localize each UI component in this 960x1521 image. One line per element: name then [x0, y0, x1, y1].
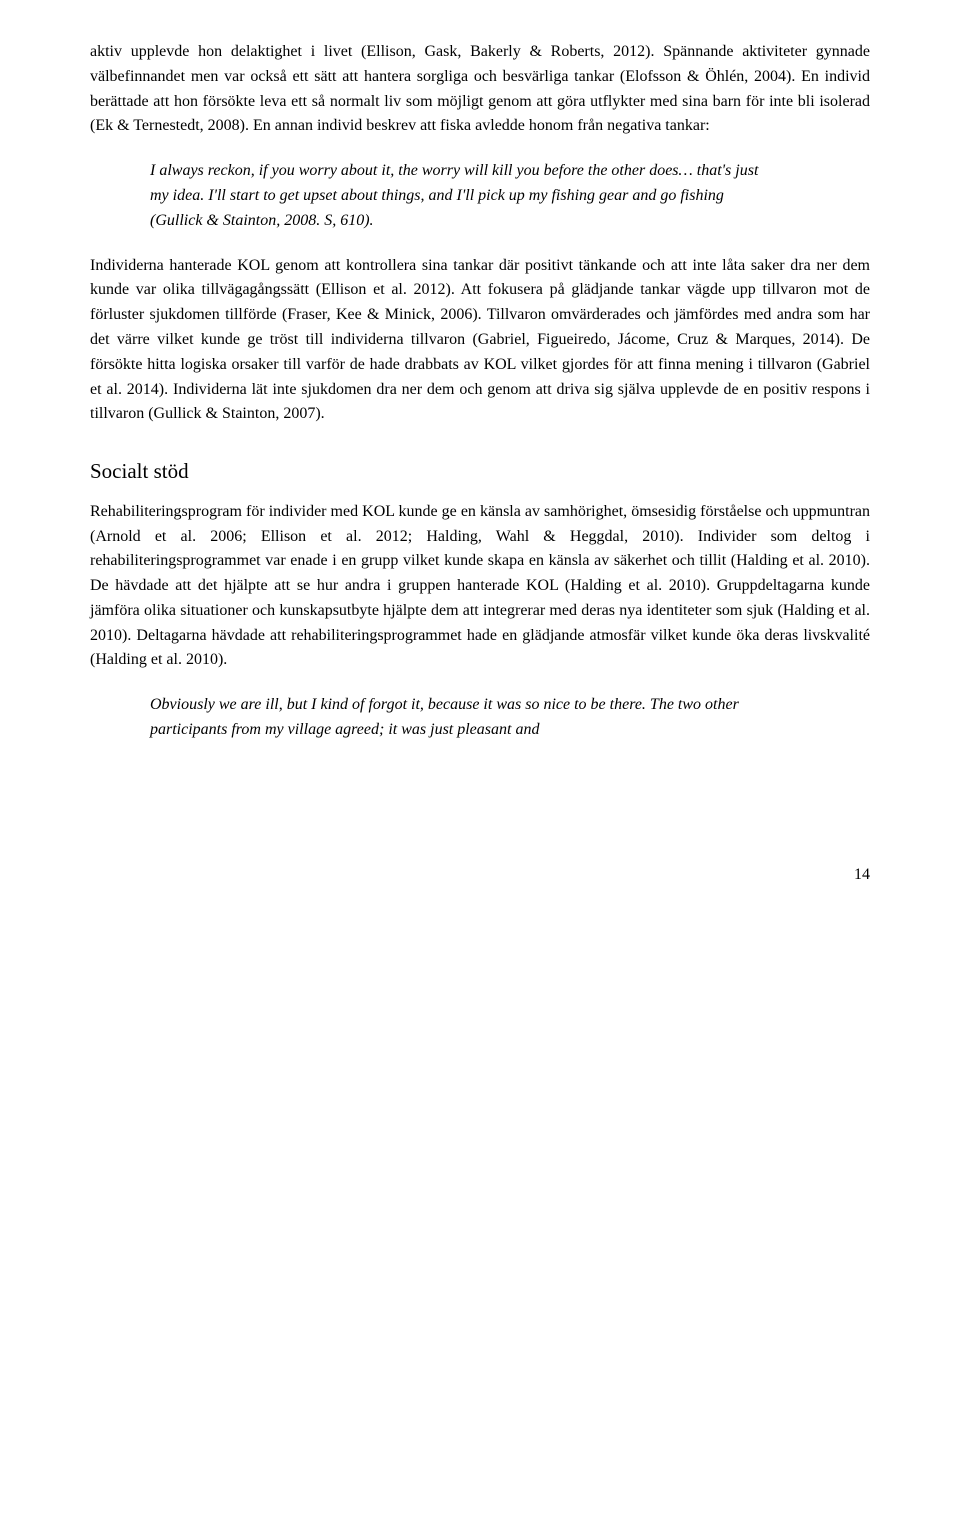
body-paragraph: Individerna hanterade KOL genom att kont…	[90, 254, 870, 428]
page-number: 14	[90, 863, 870, 888]
block-quote: Obviously we are ill, but I kind of forg…	[150, 693, 770, 743]
section-heading: Socialt stöd	[90, 455, 870, 488]
block-quote: I always reckon, if you worry about it, …	[150, 159, 770, 233]
body-paragraph: aktiv upplevde hon delaktighet i livet (…	[90, 40, 870, 139]
body-paragraph: Rehabiliteringsprogram för individer med…	[90, 500, 870, 674]
